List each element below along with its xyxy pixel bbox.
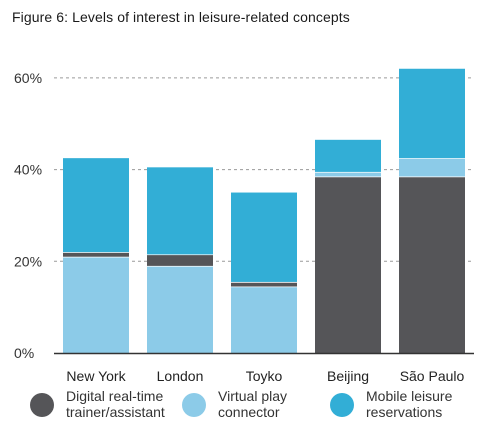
x-tick-label: New York [66, 368, 126, 384]
bar-segment-digital [63, 252, 129, 257]
legend-swatch-mobile [330, 393, 354, 417]
x-tick-label: Toyko [246, 368, 283, 384]
stacked-bar-chart: 0% 20% 40% 60% New York London Toyko Beijing São… [14, 68, 474, 384]
bar-segment-virtual [315, 171, 381, 177]
y-tick-label: 20% [14, 253, 42, 269]
x-tick-label: São Paulo [400, 368, 465, 384]
legend-label-digital: Digital real-time trainer/assistant [66, 388, 165, 420]
legend-swatch-virtual [182, 393, 206, 417]
legend-swatch-digital [30, 393, 54, 417]
legend-item-digital: Digital real-time trainer/assistant [30, 388, 165, 420]
legend-label-virtual: Virtual play connector [218, 388, 288, 420]
y-tick-label: 40% [14, 162, 42, 178]
x-tick-label: London [157, 368, 204, 384]
legend-label-mobile: Mobile leisure reservations [366, 388, 453, 420]
bar-segment-mobile [231, 192, 297, 282]
bar-segment-mobile [147, 167, 213, 255]
bar-segment-virtual [231, 286, 297, 353]
y-tick-label: 0% [14, 345, 34, 361]
chart-legend: Digital real-time trainer/assistant Virt… [0, 388, 484, 435]
bar-segment-virtual [147, 265, 213, 353]
legend-item-mobile: Mobile leisure reservations [330, 388, 452, 420]
bar-segment-virtual [399, 158, 465, 177]
bar-segment-virtual [63, 256, 129, 353]
chart-title: Figure 6: Levels of interest in leisure-… [12, 9, 350, 25]
bar-segment-mobile [63, 158, 129, 253]
bar-segment-mobile [399, 68, 465, 159]
bar-segment-digital [231, 281, 297, 287]
bar-segment-mobile [315, 139, 381, 172]
bar-segment-digital [399, 176, 465, 353]
legend-item-virtual: Virtual play connector [182, 388, 287, 420]
bar-segment-digital [315, 176, 381, 353]
y-tick-label: 60% [14, 70, 42, 86]
bar-segment-digital [147, 254, 213, 266]
x-tick-label: Beijing [327, 368, 369, 384]
